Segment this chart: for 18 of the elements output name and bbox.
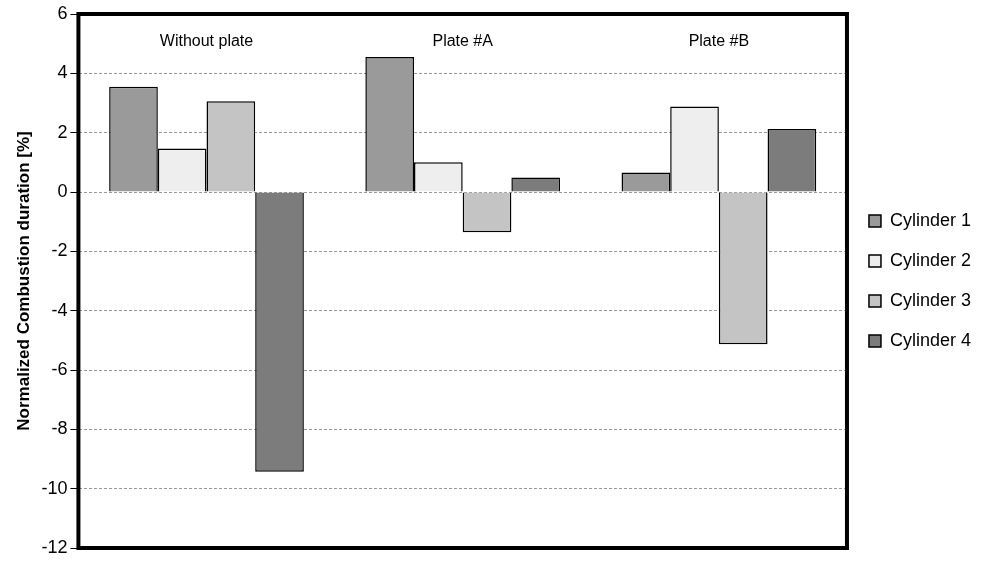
y-tick-label: -6 [51, 358, 68, 379]
y-tick-label: 6 [57, 2, 68, 23]
legend-label: Cylinder 3 [889, 289, 972, 310]
y-tick-label: 2 [57, 121, 68, 142]
y-tick-label: -12 [41, 536, 68, 557]
legend-label: Cylinder 2 [889, 249, 972, 270]
y-tick-label: -4 [51, 299, 68, 320]
y-tick-label: 4 [57, 62, 68, 83]
y-tick-label: -2 [51, 240, 68, 261]
y-tick-label: 0 [57, 180, 68, 201]
x-tick-label: Plate #A [432, 32, 494, 50]
x-tick-label: Without plate [159, 32, 254, 50]
legend-label: Cylinder 1 [889, 209, 972, 230]
y-tick-label: -8 [51, 418, 68, 439]
y-axis-title: Normalized Combustion duration [%] [13, 131, 33, 431]
y-tick-label: -10 [41, 477, 68, 498]
legend-label: Cylinder 4 [889, 329, 972, 350]
x-tick-label: Plate #B [688, 32, 750, 50]
